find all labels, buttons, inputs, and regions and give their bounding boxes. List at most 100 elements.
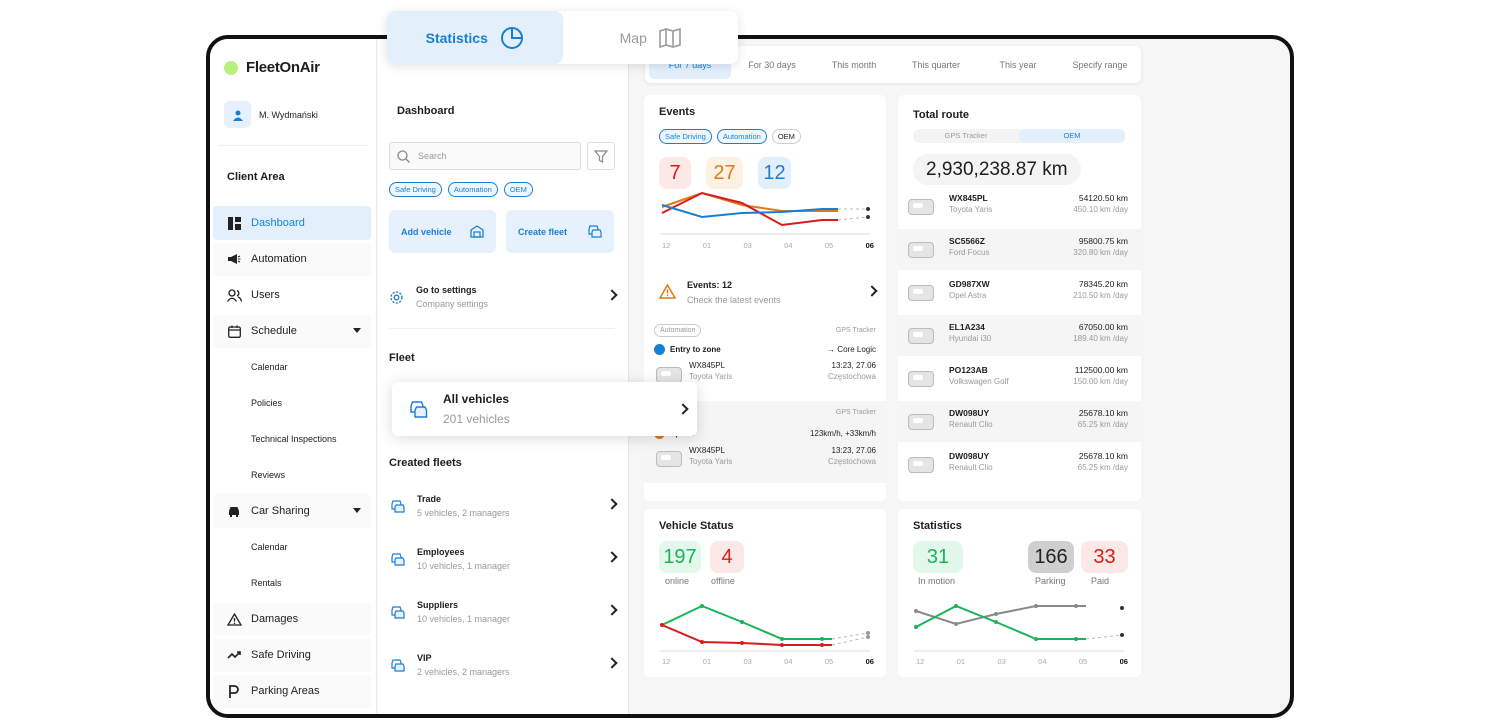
brand-logo[interactable]: FleetOnAir — [224, 59, 320, 76]
car-icon — [908, 456, 934, 473]
parking-label: Parking — [1035, 576, 1066, 586]
add-vehicle-button[interactable]: Add vehicle — [389, 210, 496, 253]
route-row[interactable]: SC5566Z Ford Focus 95800.75 km 320.80 km /d… — [898, 229, 1141, 270]
chevron-down-icon[interactable] — [353, 508, 361, 513]
fleet-item-suppliers[interactable]: Suppliers 10 vehicles, 1 manager — [389, 600, 618, 624]
sidebar-item-label: Car Sharing — [251, 505, 310, 517]
route-model: Ford Focus — [949, 248, 990, 257]
route-model: Renault Clio — [949, 463, 993, 472]
parking-count: 166 — [1028, 541, 1074, 573]
view-switcher: Statistics Map — [387, 11, 738, 64]
settings-subtitle: Company settings — [416, 299, 489, 309]
all-vehicles-card[interactable]: All vehicles 201 vehicles — [392, 382, 697, 436]
range-specify[interactable]: Specify range — [1072, 59, 1128, 70]
sidebar-subitem-rentals[interactable]: Rentals — [251, 578, 282, 588]
car-icon — [908, 327, 934, 344]
sidebar-item-schedule[interactable]: Schedule — [213, 314, 371, 348]
sidebar-item-automation[interactable]: Automation — [213, 242, 371, 276]
search-input[interactable]: Search — [389, 142, 581, 170]
car-icon — [908, 241, 934, 258]
range-this-quarter[interactable]: This quarter — [911, 59, 961, 70]
sidebar-subitem-reviews[interactable]: Reviews — [251, 470, 286, 480]
fleet-item-vip[interactable]: VIP 2 vehicles, 2 managers — [389, 653, 618, 677]
route-row[interactable]: WX845PL Toyota Yaris 54120.50 km 450.10 km … — [898, 186, 1141, 227]
users-icon — [226, 287, 242, 303]
filter-button[interactable] — [587, 142, 615, 170]
tick-label: 05 — [1078, 657, 1088, 666]
sidebar-subitem-technical-inspections[interactable]: Technical Inspections — [251, 434, 337, 444]
event-source: GPS Tracker — [835, 409, 876, 416]
route-km-day: 65.25 km /day — [1077, 420, 1128, 429]
dashboard-panel: Dashboard Search Safe Driving Automation… — [378, 39, 629, 714]
tab-map[interactable]: Map — [563, 11, 739, 64]
range-this-month[interactable]: This month — [831, 59, 877, 70]
go-to-settings-link[interactable]: Go to settings Company settings — [389, 285, 618, 309]
avatar — [224, 101, 251, 128]
sidebar-item-car-sharing[interactable]: Car Sharing — [213, 494, 371, 528]
sidebar-subitem-calendar[interactable]: Calendar — [251, 362, 288, 372]
route-row[interactable]: PO123AB Volkswagen Golf 112500.00 km 150.00… — [898, 358, 1141, 399]
fleet-item-trade[interactable]: Trade 5 vehicles, 2 managers — [389, 494, 618, 518]
route-row[interactable]: GD987XW Opel Astra 78345.20 km 210.50 km /d… — [898, 272, 1141, 313]
route-row[interactable]: DW098UY Renault Clio 25678.10 km 65.25 km /… — [898, 444, 1141, 485]
route-row[interactable]: DW098UY Renault Clio 25678.10 km 65.25 km /… — [898, 401, 1141, 442]
route-plate: PO123AB — [949, 365, 988, 375]
fleet-item-employees[interactable]: Employees 10 vehicles, 1 manager — [389, 547, 618, 571]
route-row[interactable]: EL1A234 Hyundai i30 67050.00 km 189.40 km /… — [898, 315, 1141, 356]
all-vehicles-count: 201 vehicles — [443, 412, 510, 426]
events-chart — [660, 191, 870, 235]
sidebar-item-damages[interactable]: Damages — [213, 602, 371, 636]
chip-safe-driving[interactable]: Safe Driving — [659, 129, 712, 144]
sidebar-subitem-calendar[interactable]: Calendar — [251, 542, 288, 552]
user-profile[interactable]: M. Wydmański — [224, 101, 318, 128]
offline-series — [661, 624, 832, 646]
chip-automation[interactable]: Automation — [447, 182, 498, 197]
sidebar-item-parking-areas[interactable]: Parking Areas — [213, 674, 371, 708]
fleet-icon — [391, 499, 405, 513]
tick-label: 04 — [1038, 657, 1047, 666]
events-summary-link[interactable]: Events: 12 Check the latest events — [659, 277, 881, 309]
events-x-axis: 12 01 03 04 05 06 — [662, 241, 874, 250]
tick-label: 03 — [743, 657, 752, 666]
calendar-icon — [226, 323, 242, 339]
event-time: 13:23, 27.06 — [831, 446, 876, 455]
vehicle-status-chart — [660, 604, 870, 652]
trend-icon — [226, 647, 242, 663]
chip-oem[interactable]: OEM — [771, 129, 801, 144]
toggle-gps-tracker[interactable]: GPS Tracker — [944, 131, 988, 140]
toggle-oem[interactable]: OEM — [1019, 129, 1125, 143]
create-fleet-button[interactable]: Create fleet — [506, 210, 614, 253]
parking-icon — [226, 683, 242, 699]
sidebar-subitem-policies[interactable]: Policies — [251, 398, 283, 408]
fleet-icon — [588, 225, 602, 238]
chip-oem[interactable]: OEM — [503, 182, 533, 197]
create-fleet-label: Create fleet — [518, 226, 568, 237]
fleet-icon — [391, 658, 405, 672]
chevron-down-icon[interactable] — [353, 328, 361, 333]
event-place: Częstochowa — [827, 457, 876, 466]
statistics-x-axis: 12 01 03 04 05 06 — [916, 657, 1128, 666]
sidebar-item-dashboard[interactable]: Dashboard — [213, 206, 371, 240]
range-30-days[interactable]: For 30 days — [748, 59, 796, 70]
user-icon — [232, 110, 243, 121]
tab-statistics[interactable]: Statistics — [387, 11, 563, 64]
route-km: 78345.20 km — [1078, 279, 1128, 289]
event-item[interactable]: Automation GPS Tracker Entry to zone → C… — [654, 321, 876, 393]
chip-safe-driving[interactable]: Safe Driving — [389, 182, 442, 197]
fleet-sub: 10 vehicles, 1 manager — [417, 614, 511, 624]
sidebar-item-users[interactable]: Users — [213, 278, 371, 312]
fleet-icon — [410, 400, 428, 418]
online-count: 197 — [659, 541, 701, 573]
garage-icon — [470, 225, 484, 238]
fleet-name: Trade — [417, 494, 442, 504]
chevron-right-icon — [677, 403, 689, 415]
sidebar-item-safe-driving[interactable]: Safe Driving — [213, 638, 371, 672]
range-this-year[interactable]: This year — [999, 59, 1037, 70]
fleet-heading: Fleet — [389, 352, 415, 364]
dashboard-icon — [226, 215, 242, 231]
tick-label: 06 — [865, 657, 874, 666]
chip-automation[interactable]: Automation — [716, 129, 767, 144]
chevron-right-icon — [606, 498, 618, 510]
parking-series — [915, 605, 1086, 626]
sidebar-item-label: Users — [251, 289, 280, 301]
